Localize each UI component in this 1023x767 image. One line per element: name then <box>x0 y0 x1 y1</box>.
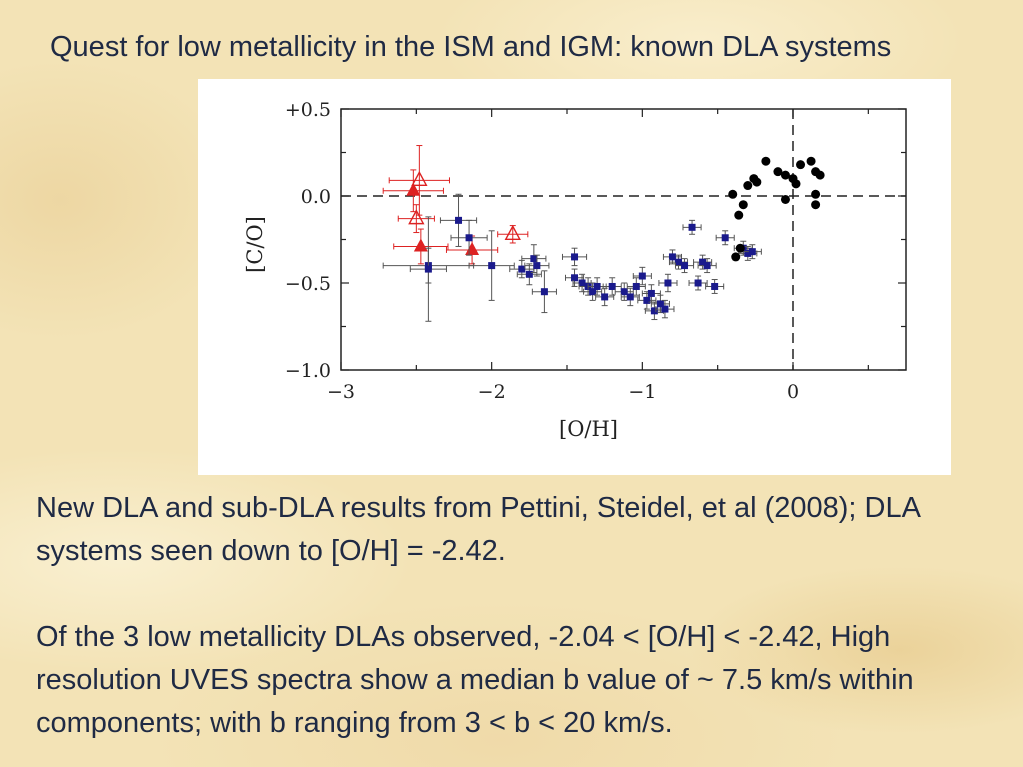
data-point-square <box>488 262 496 270</box>
data-point-square <box>455 216 463 224</box>
chart-panel: −3 −2 −1 0 +0.5 0.0 −0.5 −1.0 [O/H] [C/O] <box>198 79 951 475</box>
data-point-square <box>656 300 664 308</box>
data-point-square <box>608 282 616 290</box>
data-point-square <box>626 293 634 301</box>
data-point-square <box>530 255 538 263</box>
data-point-triangle-open <box>408 209 425 225</box>
slide-title: Quest for low metallicity in the ISM and… <box>50 31 892 63</box>
data-point-square <box>661 305 669 313</box>
data-point-square <box>664 279 672 287</box>
data-point-square <box>694 279 702 287</box>
data-point-circle <box>811 200 821 210</box>
data-point-circle <box>752 177 762 187</box>
x-axis-label: [O/H] <box>559 417 618 441</box>
data-point-square <box>711 282 719 290</box>
data-point-square <box>465 234 473 242</box>
data-point-circle <box>780 170 790 180</box>
y-tick-label: −0.5 <box>285 273 331 295</box>
data-point-square <box>748 248 756 256</box>
data-point-circle <box>734 210 744 220</box>
data-point-triangle-filled <box>413 238 428 252</box>
data-point-square <box>688 223 696 231</box>
reference-lines <box>341 109 906 370</box>
data-point-triangle-filled <box>406 182 421 196</box>
paragraph-uves: Of the 3 low metallicity DLAs observed, … <box>36 621 914 739</box>
y-axis-label: [C/O] <box>243 216 267 273</box>
data-point-square <box>571 274 579 282</box>
data-point-triangle-open <box>411 170 428 187</box>
x-tick-label: −3 <box>327 381 355 403</box>
data-point-square <box>632 282 640 290</box>
data-point-square <box>647 289 655 297</box>
data-point-circle <box>796 160 806 170</box>
data-point-square <box>533 262 541 270</box>
data-point-square <box>620 288 628 296</box>
data-point-circle <box>773 167 783 177</box>
data-point-circle <box>761 156 771 166</box>
data-point-circle <box>743 181 753 191</box>
data-point-square <box>721 234 729 242</box>
plot-frame <box>340 108 907 371</box>
data-point-triangle-open <box>504 224 521 240</box>
data-point-square <box>744 249 752 257</box>
slide-body: New DLA and sub-DLA results from Pettini… <box>36 487 996 745</box>
data-point-square <box>578 279 586 287</box>
data-point-square <box>699 258 707 266</box>
data-point-triangle-filled <box>465 241 480 255</box>
data-point-circle <box>731 252 741 262</box>
data-point-square <box>703 262 711 270</box>
data-points <box>382 145 825 322</box>
data-point-square <box>643 296 651 304</box>
axis-ticks: −3 −2 −1 0 +0.5 0.0 −0.5 −1.0 <box>285 99 906 403</box>
data-point-circle <box>791 179 801 189</box>
x-tick-label: 0 <box>787 381 799 403</box>
data-point-circle <box>780 194 790 204</box>
data-point-square <box>681 262 689 270</box>
y-tick-label: −1.0 <box>285 360 331 382</box>
y-tick-label: +0.5 <box>285 99 331 121</box>
data-point-square <box>525 270 533 278</box>
scatter-chart: −3 −2 −1 0 +0.5 0.0 −0.5 −1.0 [O/H] [C/O] <box>243 99 907 441</box>
data-point-square <box>674 258 682 266</box>
data-point-circle <box>728 189 738 199</box>
data-point-circle <box>806 156 816 166</box>
data-point-square <box>638 272 646 280</box>
data-point-circle <box>811 189 821 199</box>
x-tick-label: −2 <box>478 381 506 403</box>
data-point-square <box>593 282 601 290</box>
data-point-square <box>668 253 676 261</box>
x-tick-label: −1 <box>628 381 656 403</box>
data-point-square <box>650 307 658 315</box>
data-point-circle <box>735 243 745 253</box>
y-tick-label: 0.0 <box>301 186 331 208</box>
paragraph-results: New DLA and sub-DLA results from Pettini… <box>36 492 920 567</box>
data-point-square <box>571 253 579 261</box>
data-point-square <box>589 288 597 296</box>
data-point-square <box>424 265 432 273</box>
data-point-circle <box>815 170 825 180</box>
data-point-square <box>518 265 526 273</box>
data-point-square <box>540 288 548 296</box>
data-point-square <box>601 293 609 301</box>
data-point-circle <box>738 200 748 210</box>
